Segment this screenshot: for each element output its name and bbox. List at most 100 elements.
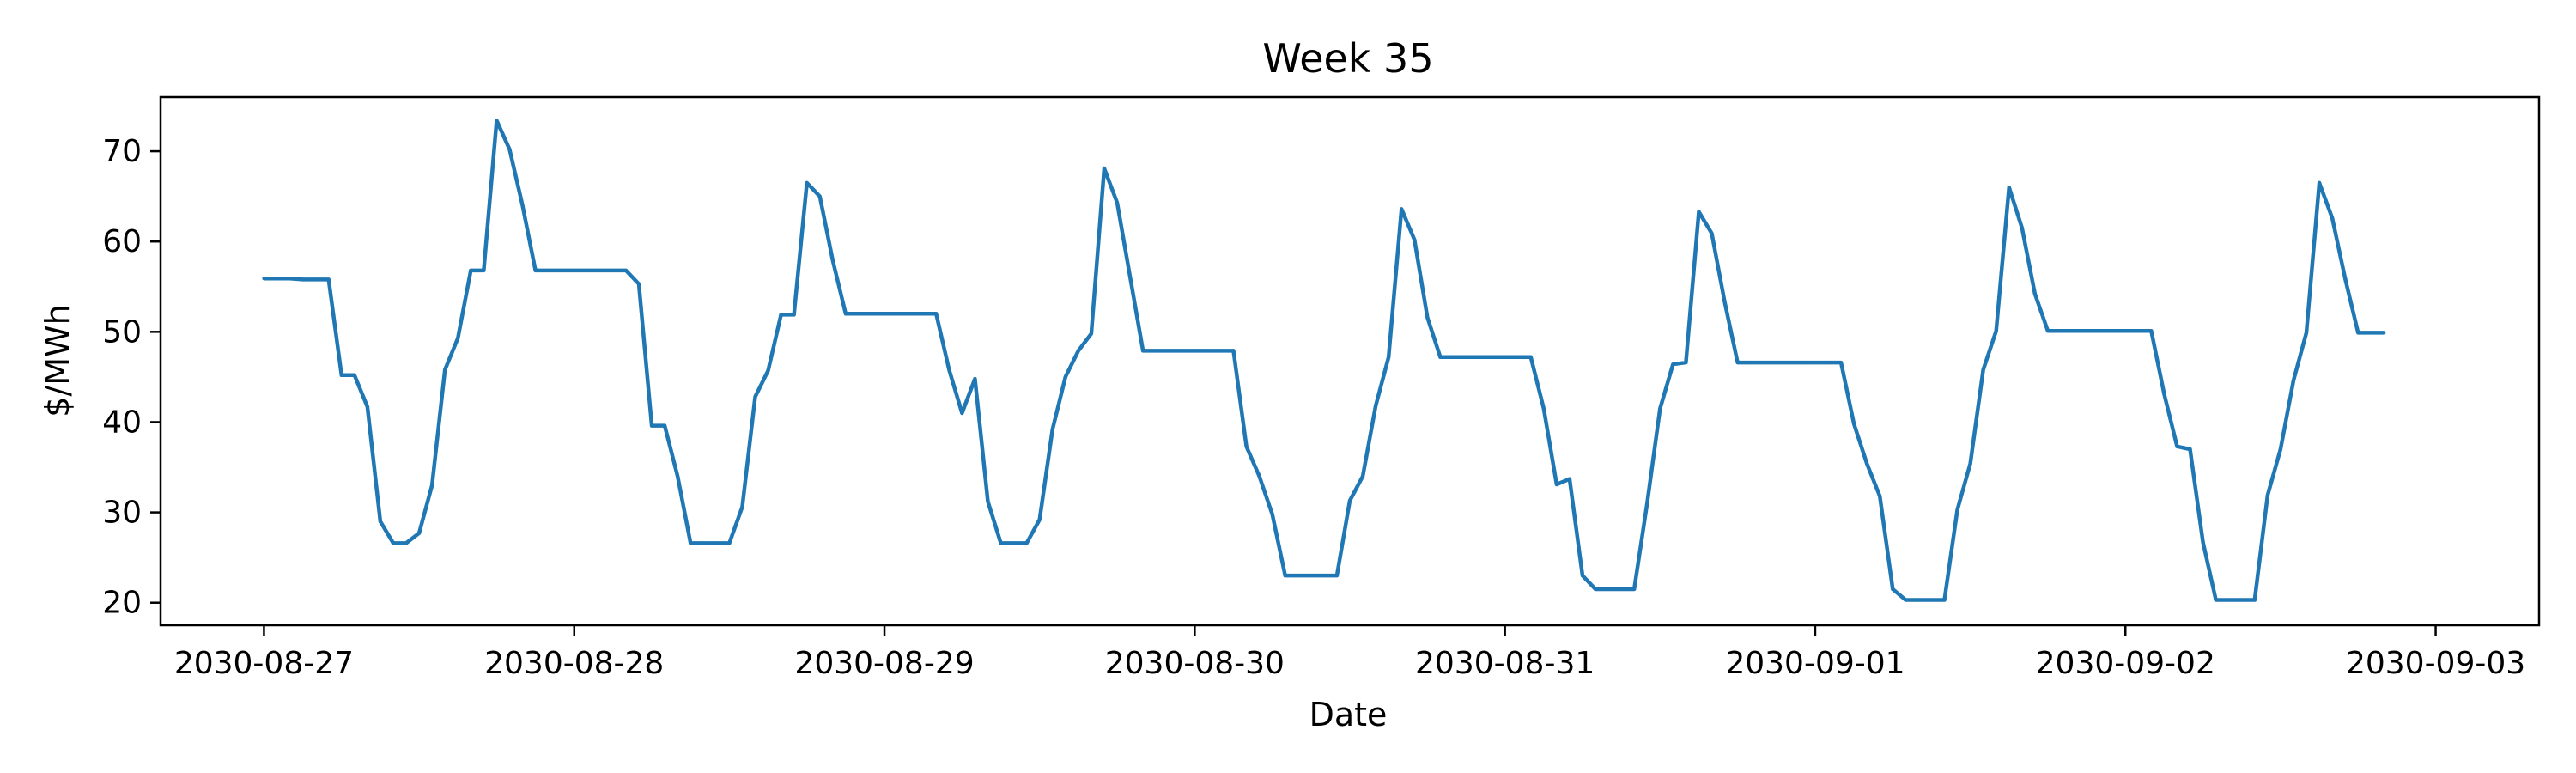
data-point	[676, 474, 680, 478]
data-point	[856, 312, 860, 316]
data-point	[2072, 329, 2076, 333]
data-point	[2085, 329, 2089, 333]
data-point	[830, 259, 835, 263]
data-point	[2291, 379, 2295, 383]
data-point	[1800, 361, 1804, 365]
data-point	[805, 180, 809, 185]
data-point	[2098, 329, 2102, 333]
x-tick-label: 2030-08-31	[1415, 646, 1595, 681]
data-point	[469, 268, 473, 272]
data-point	[2058, 329, 2063, 333]
data-point	[1334, 574, 1339, 578]
data-point	[2007, 186, 2011, 190]
data-point	[2239, 598, 2244, 602]
data-point	[2162, 392, 2166, 396]
data-point	[326, 277, 331, 282]
series-line	[264, 119, 2385, 602]
data-point	[520, 204, 525, 208]
data-point	[1619, 587, 1624, 591]
data-point	[275, 277, 279, 281]
x-tick-label: 2030-09-03	[2346, 646, 2525, 681]
data-point	[1658, 406, 1662, 411]
data-point	[1063, 374, 1067, 379]
data-point	[1567, 477, 1571, 481]
data-point	[663, 423, 667, 428]
data-point	[417, 531, 422, 535]
data-point	[1503, 355, 1507, 359]
data-point	[482, 268, 486, 272]
data-point	[1632, 587, 1637, 591]
data-point	[1231, 349, 1236, 353]
data-point	[1968, 461, 1972, 466]
data-point	[1296, 574, 1300, 578]
data-point	[702, 541, 706, 545]
data-point	[1193, 349, 1197, 353]
data-point	[973, 377, 977, 380]
data-point	[1994, 329, 1998, 333]
data-point	[1012, 541, 1016, 545]
data-point	[1891, 587, 1895, 591]
data-point	[1528, 355, 1533, 359]
data-point	[1761, 361, 1765, 365]
data-point	[1516, 355, 1520, 359]
data-point	[766, 368, 770, 373]
data-point	[740, 505, 744, 509]
data-point	[611, 268, 615, 272]
data-point	[352, 373, 356, 377]
data-point	[1684, 361, 1688, 365]
data-point	[2201, 540, 2205, 545]
data-point	[843, 312, 848, 316]
data-point	[1826, 361, 1831, 365]
data-point	[365, 405, 369, 409]
data-point	[2305, 331, 2309, 335]
data-point	[2032, 292, 2037, 296]
data-point	[495, 119, 499, 123]
data-point	[1400, 207, 1404, 211]
data-point	[1321, 574, 1326, 578]
data-point	[753, 395, 757, 399]
data-point	[1076, 349, 1080, 353]
data-point	[2111, 329, 2115, 333]
data-point	[1244, 444, 1249, 448]
data-point	[714, 541, 719, 545]
x-tick-label: 2030-09-01	[1725, 646, 1905, 681]
data-point	[1413, 238, 1417, 242]
data-point	[1865, 461, 1869, 466]
data-point	[1425, 315, 1430, 320]
x-tick-label: 2030-08-28	[484, 646, 664, 681]
data-point	[262, 277, 266, 281]
data-point	[2252, 598, 2257, 602]
data-point	[1735, 361, 1740, 365]
data-point	[1710, 231, 1714, 235]
data-point	[2330, 216, 2335, 220]
data-point	[1102, 167, 1106, 171]
data-point	[1024, 541, 1029, 545]
y-tick-label: 20	[102, 586, 142, 621]
data-point	[533, 268, 538, 272]
data-point	[2227, 598, 2231, 602]
data-point	[1154, 349, 1158, 353]
data-point	[1942, 598, 1947, 602]
data-point	[2265, 493, 2269, 497]
data-point	[507, 147, 512, 151]
data-point	[1218, 349, 1223, 353]
data-point	[1594, 587, 1598, 591]
data-point	[1451, 355, 1455, 359]
data-point	[1774, 361, 1778, 365]
data-point	[1374, 404, 1378, 408]
y-axis-title: $/MWh	[39, 304, 76, 417]
data-point	[908, 312, 913, 316]
data-point	[288, 277, 292, 281]
data-point	[2214, 598, 2218, 602]
data-point	[1128, 275, 1133, 279]
data-point	[1477, 355, 1481, 359]
data-point	[779, 313, 783, 317]
data-point	[2045, 329, 2050, 333]
data-point	[1309, 574, 1313, 578]
data-point	[2123, 329, 2128, 333]
data-point	[2318, 180, 2322, 185]
y-tick-label: 40	[102, 405, 142, 440]
data-point	[301, 277, 305, 282]
data-point	[1929, 598, 1934, 602]
